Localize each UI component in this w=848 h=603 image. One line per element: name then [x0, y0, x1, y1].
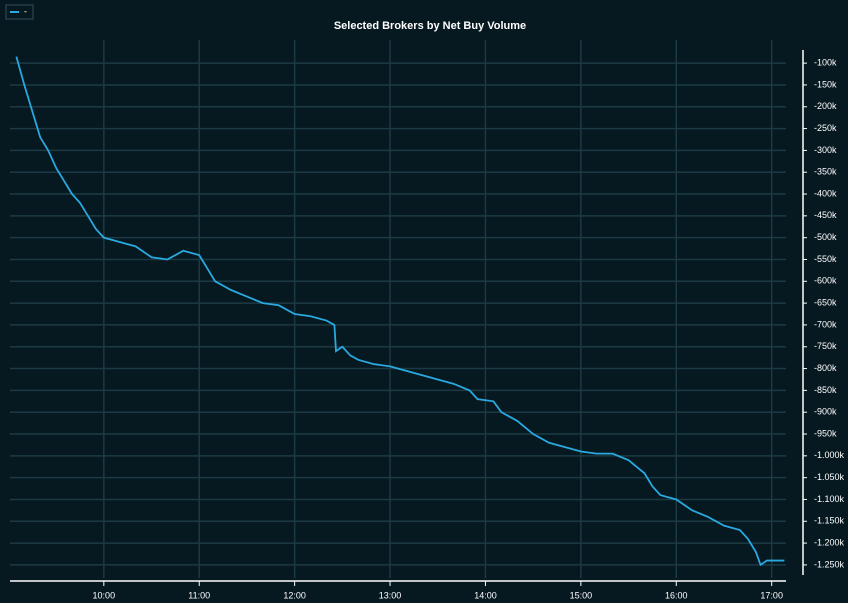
- y-tick-label: -700k: [814, 319, 837, 329]
- y-tick-label: -100k: [814, 58, 837, 68]
- y-tick-label: -200k: [814, 101, 837, 111]
- y-tick-label: -500k: [814, 232, 837, 242]
- y-tick-label: -450k: [814, 210, 837, 220]
- y-tick-label: -850k: [814, 385, 837, 395]
- y-tick-label: -250k: [814, 123, 837, 133]
- series-line: [15, 56, 785, 567]
- y-tick-label: -800k: [814, 363, 837, 373]
- y-tick-label: -350k: [814, 167, 837, 177]
- y-tick-label: -750k: [814, 341, 837, 351]
- y-tick-label: -150k: [814, 79, 837, 89]
- y-tick-label: -650k: [814, 297, 837, 307]
- y-tick-label: -1.100k: [814, 494, 845, 504]
- y-tick-label: -1.200k: [814, 537, 845, 547]
- y-tick-label: -300k: [814, 145, 837, 155]
- x-tick-label: 10:00: [93, 590, 116, 600]
- y-tick-label: -1.050k: [814, 472, 845, 482]
- legend-label: -: [24, 6, 27, 16]
- x-tick-label: 13:00: [379, 590, 402, 600]
- x-tick-label: 15:00: [570, 590, 593, 600]
- y-tick-label: -900k: [814, 407, 837, 417]
- y-tick-label: -1.250k: [814, 559, 845, 569]
- y-tick-label: -1.150k: [814, 516, 845, 526]
- x-tick-label: 17:00: [760, 590, 783, 600]
- legend-box: [5, 4, 34, 20]
- chart-title: Selected Brokers by Net Buy Volume: [334, 20, 526, 32]
- x-tick-label: 11:00: [188, 590, 210, 600]
- y-tick-label: -400k: [814, 188, 837, 198]
- x-tick-label: 14:00: [474, 590, 497, 600]
- y-tick-label: -600k: [814, 276, 837, 286]
- x-tick-label: 16:00: [665, 590, 688, 600]
- y-tick-label: -950k: [814, 428, 837, 438]
- y-tick-label: -1.000k: [814, 450, 845, 460]
- x-tick-label: 12:00: [283, 590, 306, 600]
- y-tick-label: -550k: [814, 254, 837, 264]
